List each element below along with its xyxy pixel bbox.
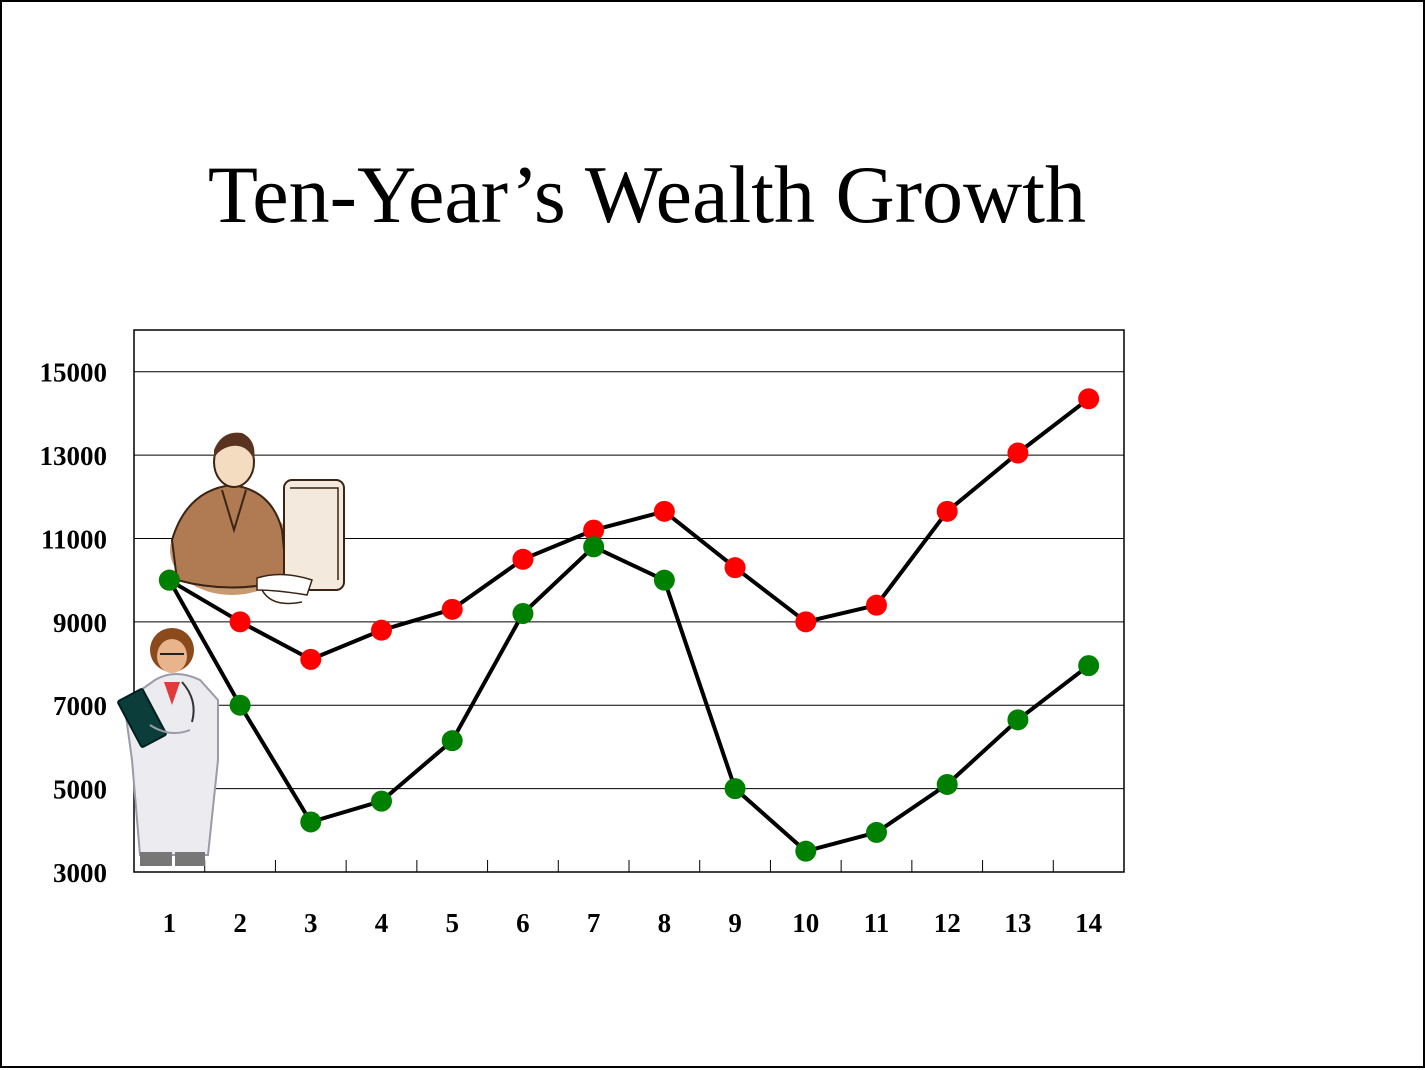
data-point — [653, 569, 675, 591]
y-tick-label: 11000 — [41, 524, 107, 554]
x-tick-label: 13 — [1004, 908, 1031, 938]
data-point — [300, 811, 322, 833]
x-tick-label: 8 — [658, 908, 672, 938]
data-point — [158, 569, 180, 591]
data-point — [1007, 442, 1029, 464]
x-tick-label: 5 — [445, 908, 459, 938]
data-point — [724, 778, 746, 800]
x-axis-ticks — [204, 860, 1054, 872]
y-tick-label: 7000 — [53, 691, 107, 721]
x-tick-label: 14 — [1075, 908, 1102, 938]
data-point — [724, 557, 746, 579]
y-tick-label: 5000 — [53, 775, 107, 805]
series-line-1 — [168, 397, 1090, 662]
y-tick-label: 13000 — [40, 441, 108, 471]
y-tick-label: 3000 — [53, 858, 107, 888]
x-tick-label: 10 — [792, 908, 819, 938]
data-point — [300, 648, 322, 670]
data-point — [795, 611, 817, 633]
office-worker-at-computer-icon — [170, 432, 345, 605]
x-tick-label: 11 — [864, 908, 890, 938]
data-point — [795, 840, 817, 862]
x-tick-label: 2 — [233, 908, 247, 938]
x-tick-label: 3 — [304, 908, 318, 938]
plot-area-frame — [133, 329, 1125, 873]
series-line-2 — [167, 544, 1090, 854]
x-tick-label: 1 — [163, 908, 177, 938]
data-point — [371, 619, 392, 641]
series-markers — [158, 388, 1100, 862]
x-tick-label: 4 — [375, 908, 389, 938]
data-point — [936, 773, 958, 795]
data-point — [1078, 655, 1100, 677]
x-tick-label: 7 — [587, 908, 601, 938]
data-point — [371, 790, 392, 812]
data-point — [583, 536, 605, 558]
x-axis-labels: 1 2 3 4 5 6 7 8 9 10 11 12 13 14 — [163, 908, 1103, 938]
data-point — [866, 821, 887, 843]
series-lines — [167, 397, 1090, 854]
data-point — [229, 611, 251, 633]
data-point — [866, 594, 887, 616]
data-point — [653, 500, 675, 522]
y-tick-label: 9000 — [53, 608, 107, 638]
data-point — [936, 500, 958, 522]
slide-title: Ten-Year’s Wealth Growth — [207, 149, 1087, 240]
data-point — [512, 603, 534, 625]
y-axis-labels: 3000 5000 7000 9000 11000 13000 15000 — [40, 358, 108, 888]
data-point — [441, 598, 463, 620]
data-point — [583, 519, 605, 541]
data-point — [1007, 709, 1029, 731]
x-tick-label: 12 — [934, 908, 961, 938]
y-tick-label: 15000 — [40, 358, 108, 388]
data-point — [229, 694, 251, 716]
x-tick-label: 9 — [728, 908, 742, 938]
doctor-with-clipboard-icon — [117, 628, 219, 866]
x-tick-label: 6 — [516, 908, 530, 938]
data-point — [1078, 388, 1100, 410]
data-point — [512, 548, 534, 570]
data-point — [441, 730, 463, 752]
